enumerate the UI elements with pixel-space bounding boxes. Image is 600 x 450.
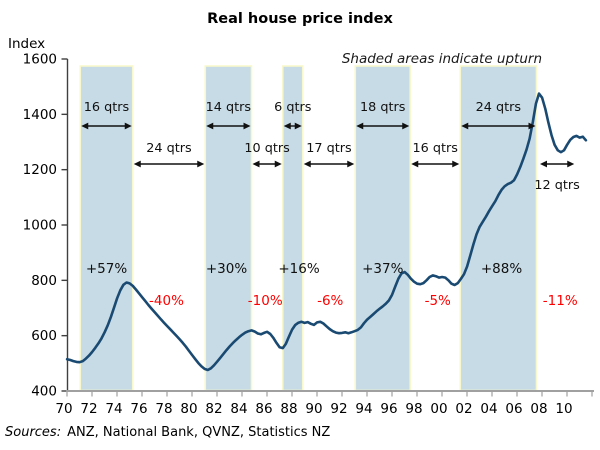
x-tick-label: 02 bbox=[455, 401, 472, 417]
upturn-duration-label: 6 qtrs bbox=[274, 100, 312, 115]
downturn-arrow-head-right bbox=[452, 160, 460, 168]
x-tick-label: 70 bbox=[55, 401, 72, 417]
downturn-arrow-head-right bbox=[274, 160, 282, 168]
upturn-note: Shaded areas indicate upturn bbox=[341, 51, 542, 67]
downturn-arrow-head-left bbox=[540, 160, 547, 168]
upturn-band bbox=[459, 65, 538, 392]
downturn-arrow-head-left bbox=[133, 160, 141, 168]
gain-percent-label: +30% bbox=[206, 261, 247, 277]
downturn-duration-label: 10 qtrs bbox=[244, 141, 290, 156]
chart-title: Real house price index bbox=[207, 11, 393, 27]
y-tick-label: 1400 bbox=[23, 107, 57, 123]
x-tick-label: 80 bbox=[180, 401, 197, 417]
downturn-duration-label: 16 qtrs bbox=[413, 141, 459, 156]
x-tick-label: 82 bbox=[205, 401, 222, 417]
gain-percent-label: +88% bbox=[481, 261, 522, 277]
downturn-arrow-head-right bbox=[567, 160, 575, 168]
y-tick-label: 1200 bbox=[23, 162, 57, 178]
downturn-arrow-head-left bbox=[252, 160, 260, 168]
upturn-duration-label: 18 qtrs bbox=[360, 100, 406, 115]
loss-percent-label: -5% bbox=[425, 293, 451, 309]
x-tick-label: 86 bbox=[255, 401, 272, 417]
y-tick-label: 1600 bbox=[23, 52, 57, 68]
x-tick-label: 72 bbox=[80, 401, 97, 417]
downturn-arrow-head-left bbox=[303, 160, 311, 168]
x-tick-label: 94 bbox=[355, 401, 372, 417]
x-tick-label: 00 bbox=[430, 401, 447, 417]
upturn-arrow-head-right bbox=[402, 122, 410, 130]
x-tick-label: 78 bbox=[155, 401, 172, 417]
downturn-duration-label: 24 qtrs bbox=[146, 141, 192, 156]
x-tick-label: 76 bbox=[130, 401, 147, 417]
upturn-arrow-head-right bbox=[124, 122, 132, 130]
x-tick-label: 08 bbox=[530, 401, 547, 417]
upturn-band bbox=[79, 65, 134, 392]
gain-percent-label: +16% bbox=[278, 261, 319, 277]
upturn-duration-label: 24 qtrs bbox=[476, 100, 522, 115]
x-tick-label: 98 bbox=[405, 401, 422, 417]
y-tick-label: 800 bbox=[31, 273, 57, 289]
upturn-arrow-head-right bbox=[243, 122, 251, 130]
x-tick-label: 90 bbox=[305, 401, 322, 417]
upturn-arrow-head-left bbox=[81, 122, 89, 130]
loss-percent-label: -11% bbox=[543, 293, 578, 309]
x-tick-label: 10 bbox=[555, 401, 572, 417]
sources: Sources: ANZ, National Bank, QVNZ, Statis… bbox=[5, 425, 330, 440]
upturn-arrow-head-right bbox=[294, 122, 302, 130]
downturn-duration-label: 17 qtrs bbox=[306, 141, 352, 156]
upturn-arrow-head-left bbox=[206, 122, 214, 130]
upturn-duration-label: 16 qtrs bbox=[84, 100, 130, 115]
x-tick-label: 88 bbox=[280, 401, 297, 417]
gain-percent-label: +37% bbox=[362, 261, 403, 277]
x-tick-label: 04 bbox=[480, 401, 497, 417]
y-tick-label: 600 bbox=[31, 328, 57, 344]
x-tick-label: 74 bbox=[105, 401, 122, 417]
y-tick-label: 400 bbox=[31, 384, 57, 400]
downturn-arrow-head-right bbox=[197, 160, 205, 168]
upturn-band bbox=[354, 65, 412, 392]
loss-percent-label: -10% bbox=[248, 293, 283, 309]
loss-percent-label: -40% bbox=[149, 293, 184, 309]
upturn-arrow-head-left bbox=[283, 122, 291, 130]
sources-label: Sources: bbox=[5, 425, 62, 440]
upturn-duration-label: 14 qtrs bbox=[206, 100, 252, 115]
x-tick-label: 96 bbox=[380, 401, 397, 417]
gain-percent-label: +57% bbox=[86, 261, 127, 277]
y-tick-label: 1000 bbox=[23, 218, 57, 234]
y-axis-title: Index bbox=[8, 36, 46, 52]
sources-names: ANZ, National Bank, QVNZ, Statistics NZ bbox=[67, 425, 331, 440]
downturn-duration-label: 12 qtrs bbox=[534, 178, 580, 193]
loss-percent-label: -6% bbox=[317, 293, 343, 309]
downturn-arrow-head-left bbox=[411, 160, 419, 168]
x-tick-label: 06 bbox=[505, 401, 522, 417]
x-tick-label: 84 bbox=[230, 401, 247, 417]
upturn-arrow-head-left bbox=[461, 122, 469, 130]
downturn-arrow-head-right bbox=[347, 160, 355, 168]
upturn-arrow-head-right bbox=[528, 122, 536, 130]
x-tick-label: 92 bbox=[330, 401, 347, 417]
upturn-arrow-head-left bbox=[356, 122, 364, 130]
price-line bbox=[65, 92, 588, 372]
